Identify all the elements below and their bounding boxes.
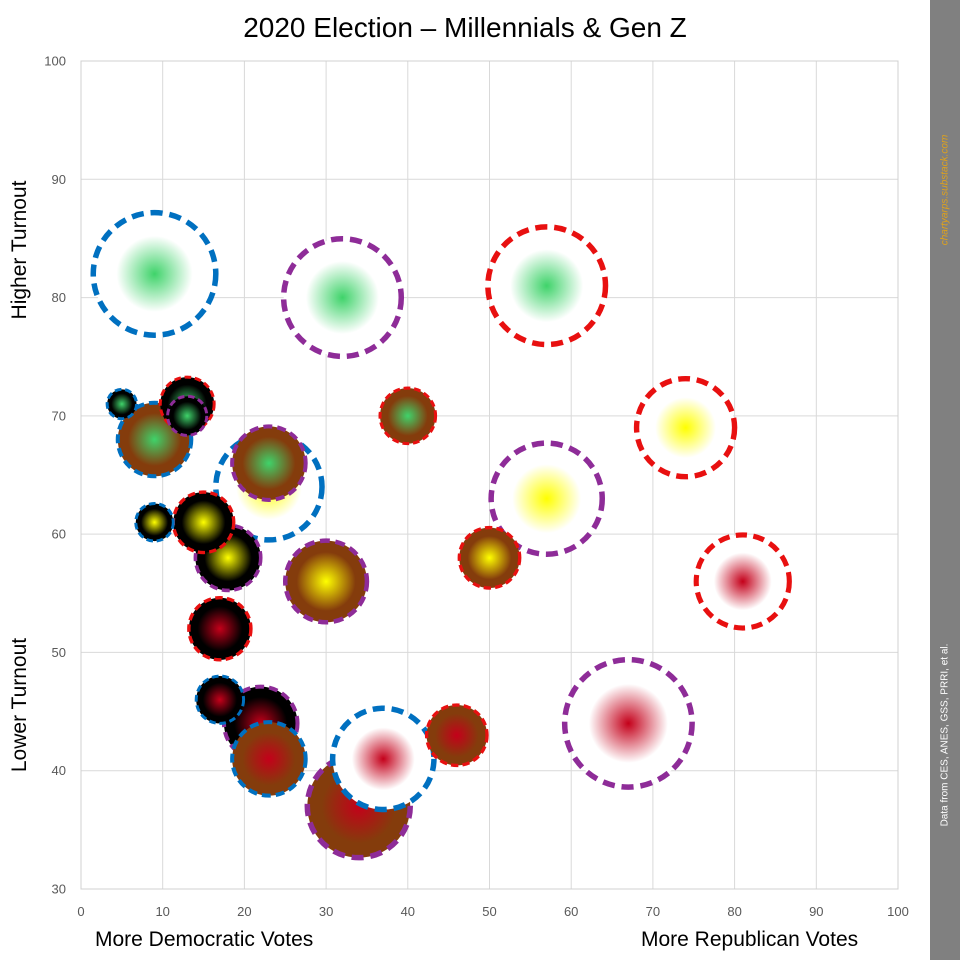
side-banner: chartyarps.substack.com Data from CES, A… xyxy=(930,0,960,960)
x-tick-label: 20 xyxy=(237,904,251,919)
y-axis-label-bottom: Lower Turnout xyxy=(8,637,31,773)
x-tick-label: 30 xyxy=(319,904,333,919)
axis-ticks: 0 10 20 30 40 50 60 70 80 90 100 30 40 50 60 70 80 90 100 xyxy=(44,54,909,920)
x-axis-label-right: More Republican Votes xyxy=(641,928,859,951)
bubble-green-white-red xyxy=(485,224,609,348)
credit-text: chartyarps.substack.com xyxy=(939,134,951,246)
x-tick-label: 10 xyxy=(155,904,169,919)
bubble-green-brown-purple xyxy=(230,424,308,502)
y-tick-label: 60 xyxy=(52,527,66,542)
grid xyxy=(80,60,899,890)
bubble-red-brown-blue xyxy=(230,720,308,798)
bubble-green-black-purple xyxy=(166,394,209,437)
bubble-yellow-black-blue xyxy=(134,502,175,543)
x-tick-label: 70 xyxy=(646,904,660,919)
source-text: Data from CES, ANES, GSS, PRRI, et al. xyxy=(939,643,951,827)
bubble-red-white-purple xyxy=(561,656,695,790)
y-tick-label: 30 xyxy=(52,882,66,897)
bubble-red-white-red xyxy=(693,532,792,631)
y-tick-label: 40 xyxy=(52,763,66,778)
x-tick-label: 100 xyxy=(887,904,909,919)
x-tick-label: 60 xyxy=(564,904,578,919)
bubble-red-brown-red xyxy=(424,703,489,768)
bubble-green-white-purple xyxy=(280,235,405,360)
y-tick-label: 70 xyxy=(52,408,66,423)
bubble-yellow-brown-purple xyxy=(283,538,370,625)
bubble-red-white-blue xyxy=(329,705,437,813)
x-tick-label: 90 xyxy=(809,904,823,919)
bubble-yellow-white-red xyxy=(633,375,738,480)
y-tick-label: 90 xyxy=(52,172,66,187)
y-tick-label: 100 xyxy=(44,54,66,69)
x-axis-label-left: More Democratic Votes xyxy=(95,928,314,951)
bubble-red-black-blue xyxy=(194,674,246,725)
bubble-green-brown-red xyxy=(378,386,438,446)
plot-area-border xyxy=(80,60,899,890)
x-tick-label: 40 xyxy=(401,904,415,919)
y-axis-label-top: Higher Turnout xyxy=(8,180,31,320)
chart-title: 2020 Election – Millennials & Gen Z xyxy=(243,12,687,43)
bubble-green-black-blue xyxy=(105,387,139,421)
y-tick-label: 50 xyxy=(52,645,66,660)
x-tick-label: 50 xyxy=(482,904,496,919)
bubbles xyxy=(90,209,792,861)
y-tick-label: 80 xyxy=(52,290,66,305)
x-tick-label: 80 xyxy=(727,904,741,919)
x-tick-label: 0 xyxy=(77,904,84,919)
bubble-yellow-brown-red xyxy=(457,525,522,590)
bubble-yellow-black-red xyxy=(171,490,236,555)
bubble-yellow-white-purple xyxy=(488,440,605,557)
bubble-red-black-red xyxy=(187,596,253,662)
bubble-green-white-blue xyxy=(90,209,219,338)
